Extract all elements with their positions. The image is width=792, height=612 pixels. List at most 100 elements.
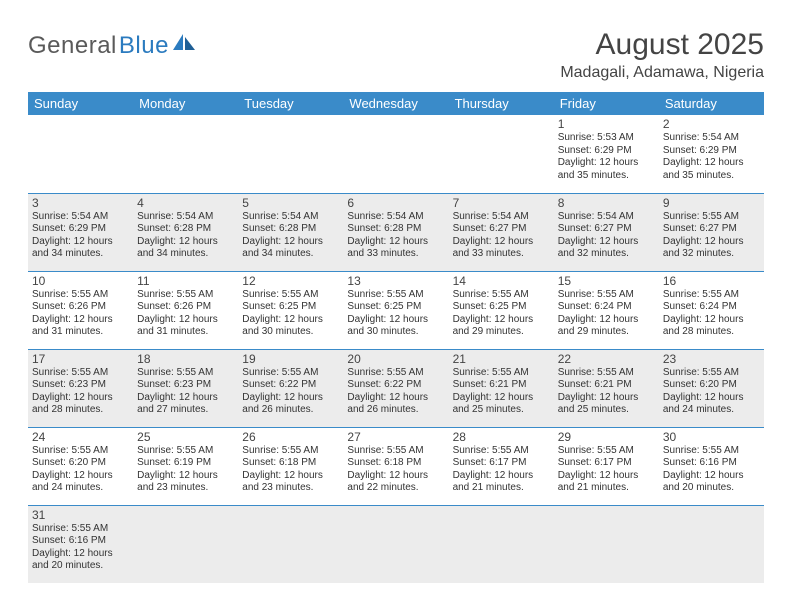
- daylight-line: Daylight: 12 hours and 20 minutes.: [663, 470, 760, 495]
- day-cell: 17Sunrise: 5:55 AMSunset: 6:23 PMDayligh…: [28, 349, 133, 427]
- day-number: 2: [663, 117, 760, 131]
- daylight-line: Daylight: 12 hours and 22 minutes.: [347, 470, 444, 495]
- day-number: 29: [558, 430, 655, 444]
- weekday-header: Monday: [133, 92, 238, 115]
- logo-text-general: General: [28, 32, 117, 60]
- logo: General Blue: [28, 32, 195, 60]
- weekday-header: Friday: [554, 92, 659, 115]
- sunrise-line: Sunrise: 5:55 AM: [347, 367, 444, 380]
- sunrise-line: Sunrise: 5:55 AM: [453, 445, 550, 458]
- day-number: 27: [347, 430, 444, 444]
- week-row: 3Sunrise: 5:54 AMSunset: 6:29 PMDaylight…: [28, 193, 764, 271]
- daylight-line: Daylight: 12 hours and 34 minutes.: [32, 236, 129, 261]
- day-cell: 2Sunrise: 5:54 AMSunset: 6:29 PMDaylight…: [659, 115, 764, 193]
- sunset-line: Sunset: 6:26 PM: [137, 301, 234, 314]
- sunset-line: Sunset: 6:19 PM: [137, 457, 234, 470]
- day-cell: 10Sunrise: 5:55 AMSunset: 6:26 PMDayligh…: [28, 271, 133, 349]
- daylight-line: Daylight: 12 hours and 27 minutes.: [137, 392, 234, 417]
- weekday-header: Sunday: [28, 92, 133, 115]
- daylight-line: Daylight: 12 hours and 31 minutes.: [137, 314, 234, 339]
- day-number: 4: [137, 196, 234, 210]
- day-cell: 18Sunrise: 5:55 AMSunset: 6:23 PMDayligh…: [133, 349, 238, 427]
- sunrise-line: Sunrise: 5:54 AM: [242, 211, 339, 224]
- day-cell: [133, 505, 238, 583]
- weekday-header: Wednesday: [343, 92, 448, 115]
- sunset-line: Sunset: 6:23 PM: [137, 379, 234, 392]
- day-number: 7: [453, 196, 550, 210]
- sunset-line: Sunset: 6:29 PM: [32, 223, 129, 236]
- day-number: 21: [453, 352, 550, 366]
- daylight-line: Daylight: 12 hours and 21 minutes.: [453, 470, 550, 495]
- sunset-line: Sunset: 6:18 PM: [242, 457, 339, 470]
- day-cell: 20Sunrise: 5:55 AMSunset: 6:22 PMDayligh…: [343, 349, 448, 427]
- calendar-body: 1Sunrise: 5:53 AMSunset: 6:29 PMDaylight…: [28, 115, 764, 583]
- day-cell: 3Sunrise: 5:54 AMSunset: 6:29 PMDaylight…: [28, 193, 133, 271]
- week-row: 1Sunrise: 5:53 AMSunset: 6:29 PMDaylight…: [28, 115, 764, 193]
- day-number: 19: [242, 352, 339, 366]
- daylight-line: Daylight: 12 hours and 29 minutes.: [558, 314, 655, 339]
- day-cell: 27Sunrise: 5:55 AMSunset: 6:18 PMDayligh…: [343, 427, 448, 505]
- day-number: 20: [347, 352, 444, 366]
- week-row: 31Sunrise: 5:55 AMSunset: 6:16 PMDayligh…: [28, 505, 764, 583]
- day-number: 12: [242, 274, 339, 288]
- sunset-line: Sunset: 6:20 PM: [663, 379, 760, 392]
- sunset-line: Sunset: 6:28 PM: [347, 223, 444, 236]
- day-cell: 12Sunrise: 5:55 AMSunset: 6:25 PMDayligh…: [238, 271, 343, 349]
- sunset-line: Sunset: 6:27 PM: [663, 223, 760, 236]
- daylight-line: Daylight: 12 hours and 26 minutes.: [347, 392, 444, 417]
- sunset-line: Sunset: 6:20 PM: [32, 457, 129, 470]
- day-cell: 31Sunrise: 5:55 AMSunset: 6:16 PMDayligh…: [28, 505, 133, 583]
- sunset-line: Sunset: 6:23 PM: [32, 379, 129, 392]
- day-number: 23: [663, 352, 760, 366]
- sunrise-line: Sunrise: 5:55 AM: [32, 289, 129, 302]
- day-cell: 24Sunrise: 5:55 AMSunset: 6:20 PMDayligh…: [28, 427, 133, 505]
- sunrise-line: Sunrise: 5:53 AM: [558, 132, 655, 145]
- daylight-line: Daylight: 12 hours and 34 minutes.: [137, 236, 234, 261]
- sunrise-line: Sunrise: 5:55 AM: [137, 289, 234, 302]
- day-cell: [659, 505, 764, 583]
- daylight-line: Daylight: 12 hours and 24 minutes.: [32, 470, 129, 495]
- day-number: 10: [32, 274, 129, 288]
- day-cell: 14Sunrise: 5:55 AMSunset: 6:25 PMDayligh…: [449, 271, 554, 349]
- header: General Blue August 2025 Madagali, Adama…: [28, 28, 764, 82]
- sunset-line: Sunset: 6:25 PM: [453, 301, 550, 314]
- sunset-line: Sunset: 6:22 PM: [242, 379, 339, 392]
- sunset-line: Sunset: 6:24 PM: [663, 301, 760, 314]
- day-cell: 4Sunrise: 5:54 AMSunset: 6:28 PMDaylight…: [133, 193, 238, 271]
- day-number: 15: [558, 274, 655, 288]
- sunset-line: Sunset: 6:28 PM: [242, 223, 339, 236]
- week-row: 10Sunrise: 5:55 AMSunset: 6:26 PMDayligh…: [28, 271, 764, 349]
- sunset-line: Sunset: 6:17 PM: [453, 457, 550, 470]
- day-number: 22: [558, 352, 655, 366]
- day-cell: 25Sunrise: 5:55 AMSunset: 6:19 PMDayligh…: [133, 427, 238, 505]
- logo-sail-icon: [173, 34, 195, 50]
- day-cell: 1Sunrise: 5:53 AMSunset: 6:29 PMDaylight…: [554, 115, 659, 193]
- day-number: 24: [32, 430, 129, 444]
- sunrise-line: Sunrise: 5:55 AM: [242, 367, 339, 380]
- sunrise-line: Sunrise: 5:55 AM: [242, 289, 339, 302]
- day-cell: [238, 115, 343, 193]
- daylight-line: Daylight: 12 hours and 32 minutes.: [663, 236, 760, 261]
- day-number: 18: [137, 352, 234, 366]
- sunset-line: Sunset: 6:26 PM: [32, 301, 129, 314]
- title-block: August 2025 Madagali, Adamawa, Nigeria: [560, 28, 764, 82]
- weekday-header: Saturday: [659, 92, 764, 115]
- daylight-line: Daylight: 12 hours and 28 minutes.: [32, 392, 129, 417]
- weekday-header: Tuesday: [238, 92, 343, 115]
- sunset-line: Sunset: 6:21 PM: [558, 379, 655, 392]
- day-number: 28: [453, 430, 550, 444]
- sunset-line: Sunset: 6:27 PM: [558, 223, 655, 236]
- daylight-line: Daylight: 12 hours and 31 minutes.: [32, 314, 129, 339]
- daylight-line: Daylight: 12 hours and 25 minutes.: [558, 392, 655, 417]
- day-number: 5: [242, 196, 339, 210]
- day-cell: [554, 505, 659, 583]
- day-number: 26: [242, 430, 339, 444]
- sunrise-line: Sunrise: 5:55 AM: [347, 445, 444, 458]
- calendar-page: General Blue August 2025 Madagali, Adama…: [0, 0, 792, 603]
- day-number: 8: [558, 196, 655, 210]
- daylight-line: Daylight: 12 hours and 25 minutes.: [453, 392, 550, 417]
- sunset-line: Sunset: 6:25 PM: [242, 301, 339, 314]
- sunrise-line: Sunrise: 5:55 AM: [558, 367, 655, 380]
- sunset-line: Sunset: 6:27 PM: [453, 223, 550, 236]
- sunset-line: Sunset: 6:18 PM: [347, 457, 444, 470]
